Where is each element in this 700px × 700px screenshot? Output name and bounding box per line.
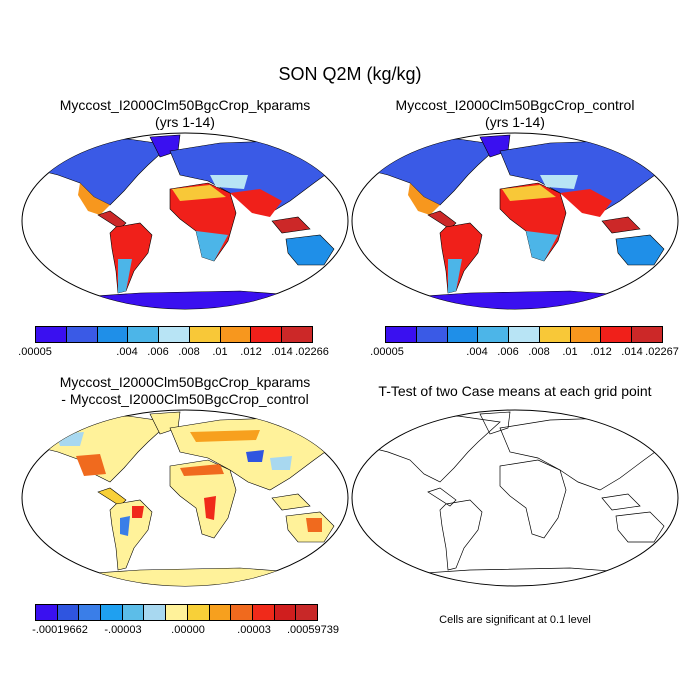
panel-3-colorbar: [35, 604, 318, 621]
panel-1-tick-label: .006: [147, 346, 169, 358]
panel-1-title-line-2: (yrs 1-14): [155, 114, 215, 130]
colorbar-swatch: [166, 605, 188, 620]
colorbar-swatch: [447, 327, 479, 342]
panel-1-title: Myccost_I2000Clm50BgcCrop_kparams (yrs 1…: [20, 97, 350, 131]
colorbar-swatch: [189, 327, 221, 342]
panel-1-tick-label: .008: [178, 346, 200, 358]
panel-3-tick-label: .00003: [237, 624, 271, 636]
panel-4-map: [351, 409, 679, 587]
panel-1-title-line-1: Myccost_I2000Clm50BgcCrop_kparams: [59, 97, 311, 113]
panel-2-tick-label: .006: [497, 346, 519, 358]
colorbar-swatch: [187, 605, 210, 620]
colorbar-swatch: [220, 327, 252, 342]
panel-3-tick-label: .00059739: [287, 624, 339, 636]
colorbar-swatch: [144, 605, 167, 620]
colorbar-swatch: [36, 605, 58, 620]
panel-1-colorbar: [35, 326, 313, 343]
colorbar-swatch: [252, 605, 275, 620]
colorbar-swatch: [416, 327, 448, 342]
colorbar-swatch: [386, 327, 417, 342]
panel-2-tick-label: .004: [466, 346, 488, 358]
panel-3-title-line-2: - Myccost_I2000Clm50BgcCrop_control: [61, 391, 309, 407]
panel-2-map: [351, 132, 679, 310]
panel-1-map: [21, 132, 349, 310]
panel-1-tick-label: .012: [240, 346, 262, 358]
colorbar-swatch: [209, 605, 232, 620]
panel-3-tick-label: .00000: [171, 624, 205, 636]
colorbar-swatch: [97, 327, 129, 342]
panel-1-tick-label: .01: [212, 346, 228, 358]
colorbar-swatch: [159, 327, 190, 342]
colorbar-swatch: [282, 327, 313, 342]
panel-2-tick-label: .014: [621, 346, 643, 358]
panel-1-tick-label: .02266: [295, 346, 329, 358]
panel-2-colorbar: [385, 326, 663, 343]
panel-1-tick-label: .014: [271, 346, 293, 358]
colorbar-swatch: [601, 327, 633, 342]
panel-2-title-line-2: (yrs 1-14): [485, 114, 545, 130]
panel-3-map: [21, 409, 349, 587]
significance-note: Cells are significant at 0.1 level: [439, 614, 591, 626]
colorbar-swatch: [478, 327, 510, 342]
panel-2-tick-label: .00005: [370, 346, 404, 358]
panel-2-tick-label: .01: [562, 346, 578, 358]
colorbar-swatch: [296, 605, 317, 620]
colorbar-swatch: [128, 327, 160, 342]
figure-title: SON Q2M (kg/kg): [278, 64, 422, 84]
panel-1-tick-label: .00005: [18, 346, 52, 358]
colorbar-swatch: [251, 327, 283, 342]
panel-1-tick-label: .004: [116, 346, 138, 358]
colorbar-swatch: [122, 605, 145, 620]
colorbar-swatch: [539, 327, 571, 342]
colorbar-swatch: [79, 605, 102, 620]
panel-4-title: T-Test of two Case means at each grid po…: [350, 383, 680, 400]
colorbar-swatch: [57, 605, 80, 620]
colorbar-swatch: [101, 605, 123, 620]
colorbar-swatch: [274, 605, 297, 620]
colorbar-swatch: [36, 327, 67, 342]
panel-2-tick-label: .02267: [645, 346, 679, 358]
colorbar-swatch: [231, 605, 253, 620]
panel-2-tick-label: .008: [528, 346, 550, 358]
panel-4-title-line-1: T-Test of two Case means at each grid po…: [378, 383, 652, 399]
panel-3-title: Myccost_I2000Clm50BgcCrop_kparams - Mycc…: [20, 374, 350, 408]
colorbar-swatch: [632, 327, 663, 342]
panel-2-tick-label: .012: [590, 346, 612, 358]
panel-3-title-line-1: Myccost_I2000Clm50BgcCrop_kparams: [59, 374, 311, 390]
panel-2-title-line-1: Myccost_I2000Clm50BgcCrop_control: [395, 97, 635, 113]
globe-outline: [351, 409, 679, 587]
panel-3-tick-label: -.00003: [104, 624, 142, 636]
panel-2-title: Myccost_I2000Clm50BgcCrop_control (yrs 1…: [350, 97, 680, 131]
colorbar-swatch: [66, 327, 98, 342]
colorbar-swatch: [509, 327, 540, 342]
colorbar-swatch: [570, 327, 602, 342]
panel-3-tick-label: -.00019662: [32, 624, 88, 636]
